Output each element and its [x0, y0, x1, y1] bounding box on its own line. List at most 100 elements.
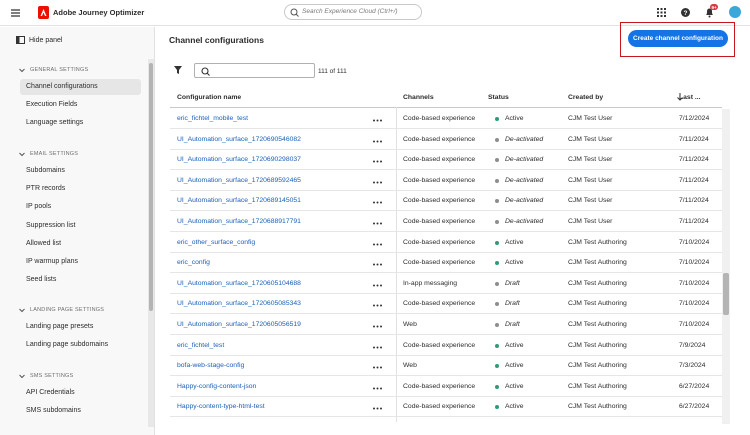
more-actions[interactable]: [373, 199, 382, 204]
created-by: CJM Test Authoring: [568, 403, 627, 411]
section-chevron[interactable]: [19, 152, 25, 157]
nav-item[interactable]: IP pools: [26, 203, 52, 211]
row-line: [170, 231, 722, 232]
created-by: CJM Test User: [568, 156, 613, 164]
row-line: [170, 375, 722, 377]
config-name[interactable]: Happy-config-content-json: [177, 382, 257, 390]
search-box[interactable]: Search Experience Cloud (Ctrl+/): [284, 4, 422, 20]
channel: Code-based experience: [403, 135, 476, 143]
more-actions[interactable]: [373, 241, 382, 246]
status: De-activated: [505, 176, 544, 184]
status-dot: [495, 281, 499, 286]
channel: Code-based experience: [403, 115, 476, 122]
more-actions[interactable]: [373, 179, 382, 184]
nav-item[interactable]: Language settings: [26, 119, 84, 127]
table-scrollbar[interactable]: [722, 109, 730, 424]
section-title: LANDING PAGE SETTINGS: [30, 307, 105, 313]
more-actions[interactable]: [373, 138, 382, 143]
sidebar-scrollbar[interactable]: [148, 59, 154, 427]
menu-icon[interactable]: [11, 9, 20, 17]
more-actions[interactable]: [373, 302, 382, 307]
nav-item[interactable]: SMS subdomains: [26, 407, 81, 415]
nav-item[interactable]: Allowed list: [26, 239, 62, 247]
filter-icon[interactable]: [174, 66, 182, 74]
config-name[interactable]: eric_config: [177, 259, 210, 267]
nav-item[interactable]: PTR records: [26, 185, 66, 193]
config-name[interactable]: eric_other_surface_config: [177, 238, 256, 246]
created-by: CJM Test Authoring: [568, 238, 627, 246]
hide-panel[interactable]: Hide panel: [29, 37, 63, 44]
nav-item[interactable]: Subdomains: [26, 167, 65, 174]
section-title: GENERAL SETTINGS: [30, 67, 89, 73]
more-actions[interactable]: [373, 117, 382, 122]
channel: Web: [403, 362, 417, 370]
channel: Code-based experience: [403, 176, 476, 184]
create-button[interactable]: Create channel configuration: [628, 30, 728, 47]
section-chevron[interactable]: [19, 374, 25, 379]
config-name[interactable]: UI_Automation_surface_1720605085343: [177, 300, 301, 308]
config-name[interactable]: UI_Automation_surface_1720690298037: [177, 156, 301, 164]
more-actions[interactable]: [373, 405, 382, 410]
nav-item[interactable]: Landing page subdomains: [26, 341, 109, 349]
config-name[interactable]: Happy-content-type-html-test: [177, 403, 265, 411]
status: Draft: [505, 321, 520, 328]
status: De-activated: [505, 156, 544, 164]
config-name[interactable]: eric_fichtel_test: [177, 341, 225, 349]
app-name: Adobe Journey Optimizer: [53, 8, 145, 17]
apps-icon[interactable]: [657, 8, 666, 17]
config-name[interactable]: eric_fichtel_mobile_test: [177, 115, 249, 122]
column-header: Last ...: [679, 94, 701, 101]
status: Draft: [505, 300, 520, 308]
created-by: CJM Test User: [568, 176, 613, 184]
panel-icon[interactable]: [16, 36, 25, 44]
nav-item[interactable]: Channel configurations: [26, 83, 98, 90]
config-name[interactable]: UI_Automation_surface_1720605104688: [177, 279, 301, 287]
config-name[interactable]: UI_Automation_surface_1720605056519: [177, 321, 301, 328]
avatar[interactable]: [729, 6, 741, 18]
sort-icon[interactable]: [677, 93, 683, 101]
svg-text:?: ?: [684, 10, 688, 17]
more-actions[interactable]: [373, 385, 382, 390]
status-dot: [495, 220, 499, 224]
sidebar: Hide panel GENERAL SETTINGS Channel confi…: [0, 27, 155, 435]
more-actions[interactable]: [373, 158, 382, 163]
section-chevron[interactable]: [19, 308, 25, 313]
config-name[interactable]: UI_Automation_surface_1720690546082: [177, 135, 301, 143]
status: Active: [505, 115, 524, 122]
last-modified: 7/10/2024: [679, 321, 710, 328]
channel: Code-based experience: [403, 300, 476, 308]
created-by: CJM Test Authoring: [568, 382, 627, 390]
more-actions[interactable]: [373, 261, 382, 266]
nav-item[interactable]: Execution Fields: [26, 101, 78, 109]
more-actions[interactable]: [373, 282, 382, 287]
section-chevron[interactable]: [19, 68, 25, 73]
filter-search[interactable]: [194, 63, 315, 78]
status-dot: [495, 405, 499, 410]
status-dot: [495, 384, 499, 389]
row-line: [170, 292, 722, 294]
more-actions[interactable]: [373, 220, 382, 225]
adobe-logo[interactable]: [38, 6, 49, 19]
more-actions[interactable]: [373, 344, 382, 349]
created-by: CJM Test User: [568, 218, 613, 225]
more-actions[interactable]: [373, 323, 382, 328]
config-name[interactable]: UI_Automation_surface_1720689145051: [177, 197, 301, 205]
config-name[interactable]: bofa-web-stage-config: [177, 362, 245, 370]
nav-item[interactable]: Suppression list: [26, 221, 76, 229]
row-line: [170, 272, 722, 274]
status-dot: [495, 178, 499, 183]
nav-item[interactable]: Landing page presets: [26, 323, 94, 330]
channel: Code-based experience: [403, 238, 476, 246]
config-name[interactable]: UI_Automation_surface_1720689592465: [177, 176, 301, 184]
config-name[interactable]: UI_Automation_surface_1720688917791: [177, 218, 301, 225]
status: De-activated: [505, 197, 544, 205]
more-actions[interactable]: [373, 364, 382, 369]
help-icon[interactable]: ?: [681, 8, 690, 17]
nav-item[interactable]: Seed lists: [26, 276, 57, 284]
bell-icon[interactable]: [705, 7, 714, 18]
row-line: [170, 395, 722, 397]
nav-item[interactable]: IP warmup plans: [26, 258, 79, 265]
row-line: [170, 189, 722, 191]
nav-item[interactable]: API Credentials: [26, 389, 75, 396]
